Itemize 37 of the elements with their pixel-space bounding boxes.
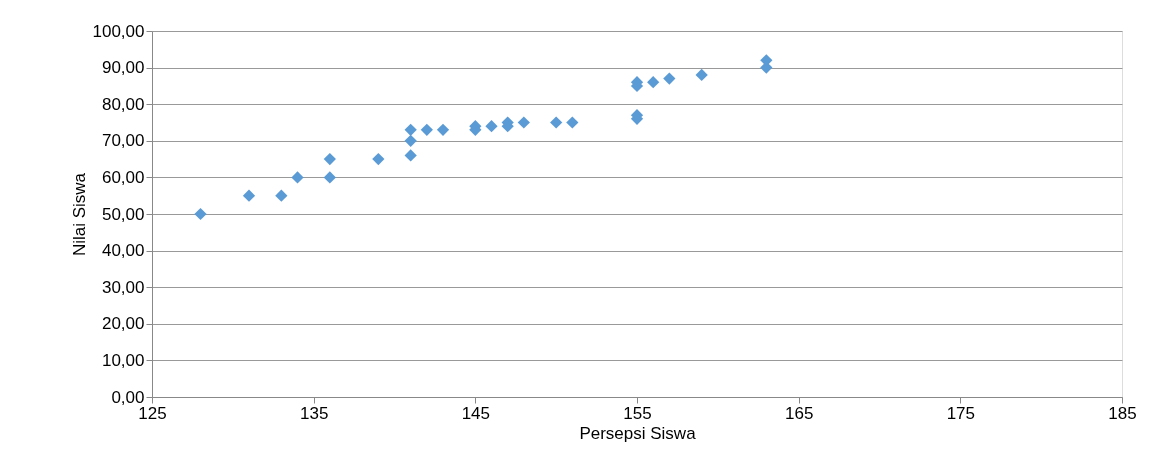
x-axis-title: Persepsi Siswa xyxy=(579,423,697,443)
point xyxy=(242,189,256,202)
y-tick-label: 30,00 xyxy=(101,277,145,297)
point xyxy=(436,123,450,136)
x-tick-label: 165 xyxy=(784,403,814,423)
x-tick-label: 175 xyxy=(946,403,976,423)
point xyxy=(485,120,498,133)
y-tick-label: 50,00 xyxy=(101,204,145,224)
x-tick-label: 185 xyxy=(1108,403,1137,423)
y-tick-label: 10,00 xyxy=(101,350,145,370)
y-tick-label: 40,00 xyxy=(101,241,145,261)
point xyxy=(517,116,530,129)
y-tick-label: 90,00 xyxy=(101,58,145,78)
y-tick-label: 100,00 xyxy=(92,21,145,41)
point xyxy=(647,76,660,89)
point xyxy=(194,207,207,221)
point xyxy=(323,171,336,184)
point xyxy=(566,116,579,129)
y-tick-label: 80,00 xyxy=(101,94,145,114)
y-axis-title: Nilai Siswa xyxy=(69,172,89,257)
point xyxy=(323,152,336,166)
point xyxy=(404,134,417,147)
point xyxy=(695,68,708,82)
x-tick-label: 135 xyxy=(299,403,329,423)
point xyxy=(291,171,304,184)
point xyxy=(663,72,676,85)
point xyxy=(420,123,433,136)
y-tick-label: 60,00 xyxy=(101,167,145,187)
y-tick-label: 20,00 xyxy=(101,314,145,334)
point xyxy=(372,152,385,166)
y-tick-label: 70,00 xyxy=(101,131,145,151)
x-tick-label: 145 xyxy=(461,403,491,423)
point xyxy=(550,116,563,129)
point xyxy=(404,149,417,162)
point xyxy=(275,189,288,202)
point xyxy=(404,123,417,136)
x-tick-label: 155 xyxy=(623,403,652,423)
